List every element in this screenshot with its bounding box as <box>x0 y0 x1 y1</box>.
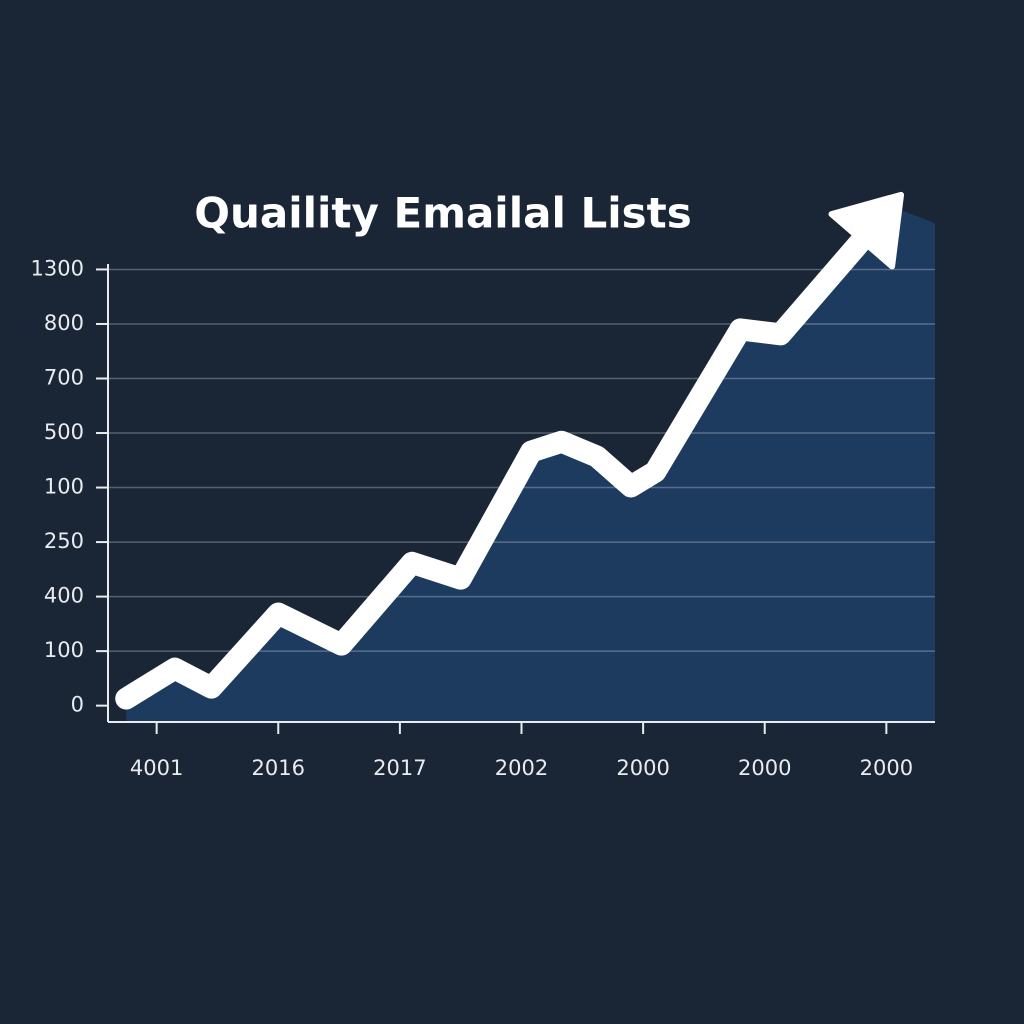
x-tick-label: 2002 <box>495 756 548 780</box>
y-tick-label: 0 <box>71 693 84 717</box>
chart-title: Quaility Emailal Lists <box>194 189 691 238</box>
x-tick-label: 2017 <box>373 756 426 780</box>
y-tick-label: 1300 <box>31 256 84 280</box>
y-tick-label: 400 <box>44 584 84 608</box>
x-tick-label: 4001 <box>130 756 183 780</box>
x-tick-label: 2000 <box>738 756 791 780</box>
x-tick-label: 2016 <box>252 756 305 780</box>
arrow-head <box>828 191 905 270</box>
x-tick-label: 2000 <box>860 756 913 780</box>
y-tick-label: 800 <box>44 311 84 335</box>
line <box>115 217 883 710</box>
y-tick-label: 700 <box>44 366 84 390</box>
y-tick-label: 100 <box>44 475 84 499</box>
y-tick-label: 250 <box>44 529 84 553</box>
y-tick-label: 100 <box>44 638 84 662</box>
y-tick-label: 500 <box>44 420 84 444</box>
x-tick-label: 2000 <box>616 756 669 780</box>
